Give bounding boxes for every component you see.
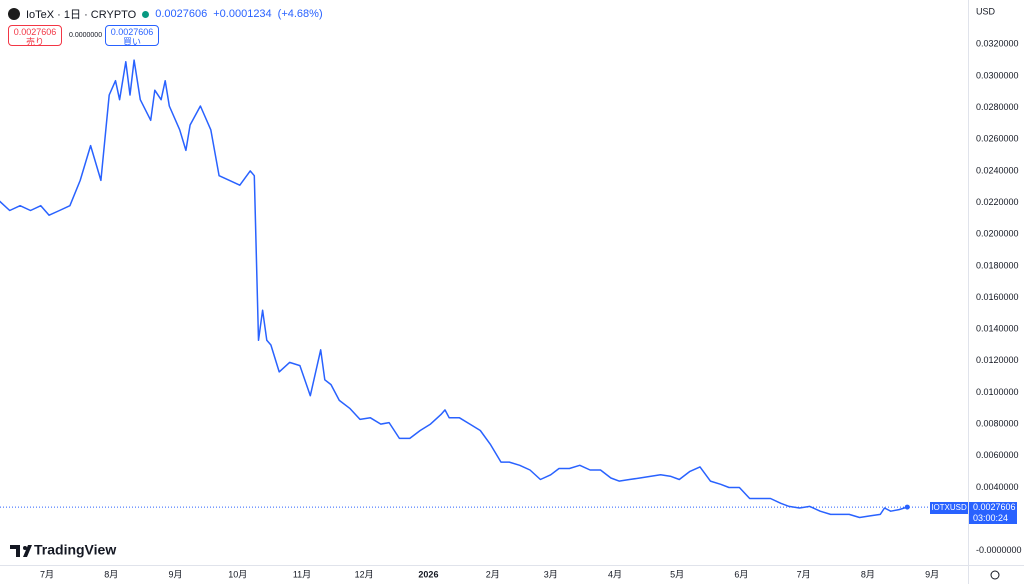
last-point [904, 504, 910, 510]
brand-logo: TradingView [10, 542, 116, 558]
y-tick-label: 0.0300000 [976, 70, 1019, 80]
y-tick-label: 0.0180000 [976, 260, 1019, 270]
buy-button[interactable]: 0.0027606 買い [105, 25, 159, 47]
x-tick-label: 7月 [40, 569, 54, 579]
y-tick-label: 0.0240000 [976, 165, 1019, 175]
y-tick-label: 0.0260000 [976, 134, 1019, 144]
y-tick-label: 0.0320000 [976, 39, 1019, 49]
status-dot [142, 10, 150, 18]
x-tick-label: 8月 [861, 569, 875, 579]
y-tick-label: 0.0200000 [976, 229, 1019, 239]
symbol-icon [8, 8, 20, 20]
sell-label: 売り [25, 37, 44, 47]
x-tick-label: 2026 [418, 569, 438, 579]
x-tick-label: 2月 [486, 569, 500, 579]
sell-price: 0.0027606 [13, 27, 57, 37]
y-tick-label: 0.0160000 [976, 292, 1019, 302]
countdown: 03:00:24 [973, 513, 1009, 523]
x-tick-label: 12月 [355, 569, 374, 579]
y-tick-label: 0.0120000 [976, 355, 1019, 365]
y-tick-label: 0.0060000 [976, 450, 1019, 460]
buy-label: 買い [122, 37, 141, 47]
settings-icon[interactable] [990, 570, 1000, 580]
x-tick-label: 4月 [608, 569, 622, 579]
x-tick-label: 5月 [670, 569, 684, 579]
currency[interactable]: USD [976, 6, 996, 16]
x-tick-label: 3月 [544, 569, 558, 579]
y-tick-label: -0.0000000 [976, 545, 1022, 555]
symbol[interactable]: IoTeX · 1日 · CRYPTO [26, 9, 137, 21]
x-tick-label: 11月 [293, 569, 311, 579]
change-pct: (+4.68%) [277, 8, 323, 20]
price-tag: 0.0027606 03:00:24 [969, 502, 1017, 524]
price: 0.0027606 [155, 8, 208, 20]
change: +0.0001234 [213, 8, 272, 20]
x-tick-label: 8月 [104, 569, 118, 579]
x-tick-label: 7月 [797, 569, 811, 579]
x-tick-label: 10月 [228, 569, 247, 579]
buy-price: 0.0027606 [110, 27, 154, 37]
spread: 0.0000000 [69, 32, 103, 39]
x-tick-label: 9月 [169, 569, 183, 579]
y-tick-label: 0.0220000 [976, 197, 1019, 207]
y-tick-label: 0.0040000 [976, 482, 1019, 492]
y-tick-label: 0.0080000 [976, 419, 1019, 429]
symbol-tag: IOTXUSD [930, 502, 968, 514]
brand-name: TradingView [34, 542, 116, 558]
y-tick-label: 0.0100000 [976, 387, 1019, 397]
price-line [0, 59, 908, 519]
x-tick-label: 6月 [734, 569, 748, 579]
y-tick-label: 0.0140000 [976, 324, 1019, 334]
header: IoTeX · 1日 · CRYPTO 0.0027606 +0.0001234… [8, 6, 323, 22]
x-tick-label: 9月 [925, 569, 939, 579]
y-tick-label: 0.0280000 [976, 102, 1019, 112]
last-price: 0.0027606 [973, 502, 1016, 512]
sell-button[interactable]: 0.0027606 売り [8, 25, 62, 47]
